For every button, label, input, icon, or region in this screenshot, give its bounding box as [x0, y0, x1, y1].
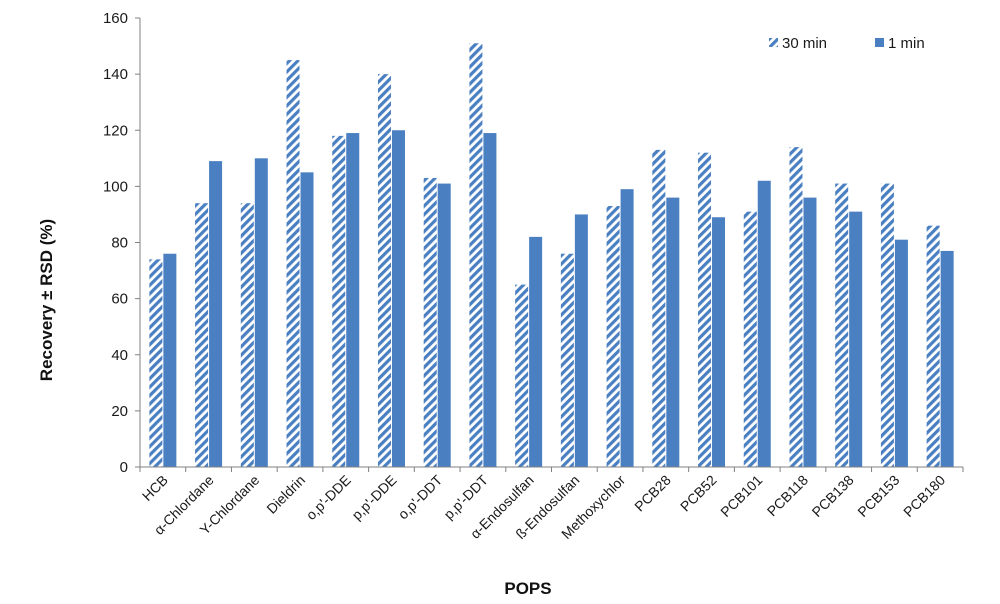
- y-tick-label: 160: [103, 10, 128, 27]
- legend-item-1min: 1 min: [875, 35, 925, 52]
- bar-30min-3: [240, 203, 254, 467]
- x-category-label: PCB153: [854, 472, 902, 520]
- bar-1min-11: [620, 189, 634, 467]
- bar-1min-3: [254, 158, 268, 467]
- x-category-label: HCB: [139, 472, 171, 504]
- bar-1min-1: [163, 253, 177, 467]
- bar-30min-15: [789, 147, 803, 467]
- x-category-label: PCB52: [677, 472, 720, 515]
- bar-1min-6: [391, 130, 405, 467]
- y-tick-label: 60: [111, 291, 128, 308]
- bar-30min-8: [469, 43, 483, 467]
- bar-30min-12: [652, 149, 666, 468]
- bar-1min-7: [437, 183, 451, 467]
- legend-swatch: [769, 38, 778, 47]
- legend: 30 min 1 min: [769, 35, 925, 52]
- y-axis: 0 20 40 60 80 100 120 140 160: [103, 10, 141, 476]
- bar-1min-12: [666, 197, 680, 467]
- y-axis-title: Recovery ± RSD (%): [37, 219, 56, 381]
- bar-1min-16: [849, 211, 863, 467]
- bar-30min-2: [195, 203, 209, 467]
- x-category-label: PCB118: [764, 472, 812, 520]
- bar-30min-18: [926, 225, 940, 467]
- legend-item-30min: 30 min: [769, 35, 827, 52]
- bar-1min-13: [712, 217, 726, 467]
- x-category-label: o,p'-DDE: [303, 472, 354, 523]
- bar-1min-8: [483, 133, 497, 467]
- bar-1min-4: [300, 172, 314, 467]
- y-tick-label: 140: [103, 66, 128, 83]
- x-category-label: PCB28: [631, 472, 674, 515]
- bar-30min-14: [743, 211, 757, 467]
- bar-30min-17: [880, 183, 894, 467]
- bar-30min-1: [149, 259, 163, 467]
- bar-30min-4: [286, 60, 300, 467]
- x-category-label: o,p'-DDT: [395, 471, 446, 522]
- y-tick-label: 0: [120, 459, 128, 476]
- y-tick-label: 120: [103, 122, 128, 139]
- legend-label: 30 min: [782, 35, 827, 52]
- legend-swatch: [875, 38, 884, 47]
- bar-30min-11: [606, 206, 620, 468]
- bar-30min-13: [698, 152, 712, 467]
- bar-30min-16: [835, 183, 849, 467]
- x-category-label: PCB138: [809, 472, 857, 520]
- bar-30min-7: [423, 177, 437, 468]
- bar-1min-9: [529, 236, 543, 467]
- y-tick-label: 20: [111, 403, 128, 420]
- bar-30min-6: [377, 74, 391, 467]
- bar-1min-2: [209, 161, 223, 467]
- bar-1min-10: [574, 214, 588, 467]
- plot-area: [149, 43, 954, 468]
- bar-1min-18: [940, 250, 954, 467]
- bar-30min-9: [515, 284, 529, 467]
- bar-30min-5: [332, 135, 346, 468]
- x-category-label: PCB180: [900, 472, 948, 520]
- y-tick-label: 40: [111, 347, 128, 364]
- bar-1min-5: [346, 133, 360, 467]
- x-axis-title: POPS: [504, 579, 551, 598]
- x-category-label: PCB101: [717, 472, 765, 520]
- x-category-label: p,p'-DDE: [348, 472, 399, 523]
- x-category-label: Dieldrin: [263, 472, 308, 517]
- y-tick-label: 80: [111, 235, 128, 252]
- bar-30min-10: [560, 253, 574, 467]
- bar-1min-14: [757, 180, 771, 467]
- y-tick-label: 100: [103, 178, 128, 195]
- bar-1min-15: [803, 197, 817, 467]
- legend-label: 1 min: [888, 35, 925, 52]
- bar-1min-17: [894, 239, 908, 467]
